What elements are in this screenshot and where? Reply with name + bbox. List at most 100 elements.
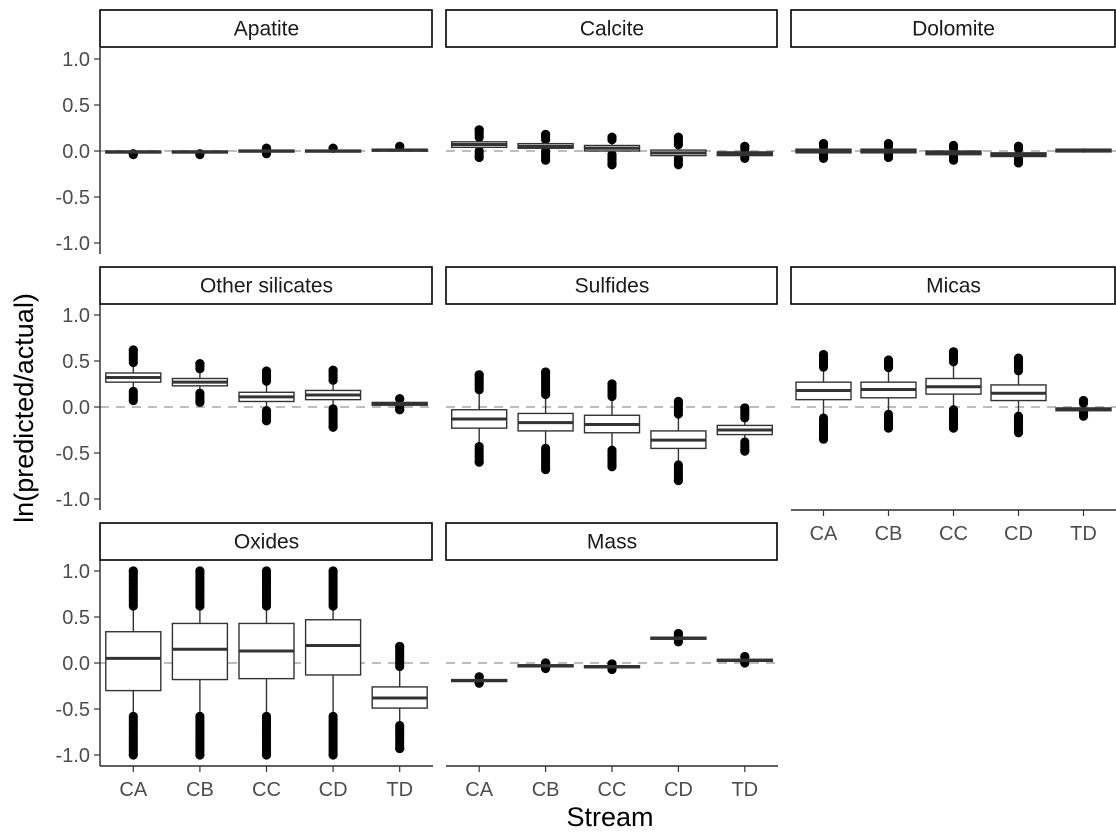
- facet-strip-micas: [790, 266, 1116, 305]
- facet-strip-other-silicates: [99, 266, 433, 305]
- box-micas-cc: [925, 347, 982, 433]
- box-iqr: [304, 619, 362, 676]
- outlier-point: [1013, 366, 1024, 376]
- outlier-point: [948, 423, 959, 433]
- outlier-point: [1078, 411, 1089, 421]
- outlier-point: [474, 385, 484, 395]
- outlier-point: [128, 395, 138, 406]
- box-mass-cd: [650, 628, 707, 647]
- outlier-point: [261, 376, 272, 386]
- outlier-point: [673, 132, 684, 142]
- y-tick-label: 1.0: [62, 305, 90, 327]
- outlier-point: [607, 132, 617, 142]
- facet-strip-dolomite: [790, 9, 1116, 48]
- outlier-point: [948, 357, 959, 367]
- box-micas-cb: [860, 355, 917, 433]
- box-dolomite-td: [1055, 148, 1112, 153]
- outlier-point: [673, 396, 684, 407]
- facet-strip-apatite: [99, 9, 433, 48]
- y-tick-label: -1.0: [56, 233, 90, 255]
- outlier-point: [673, 409, 684, 419]
- outlier-point: [541, 389, 551, 400]
- box-oxides-ca: [105, 566, 162, 760]
- outlier-point: [328, 375, 338, 385]
- x-tick-label-td: TD: [386, 779, 413, 801]
- facet-label-apatite: Apatite: [234, 18, 299, 41]
- panel-other-silicates: Other silicates 1.0 0.5 0.0 -0.5 -1.0: [56, 266, 433, 511]
- outlier-point: [261, 366, 272, 376]
- box-sulfides-ca: [451, 370, 508, 467]
- outlier-point: [673, 140, 684, 150]
- x-tick-label-cc: CC: [252, 779, 281, 801]
- outlier-point: [128, 601, 138, 611]
- outlier-point: [883, 355, 894, 365]
- outlier-point: [474, 152, 484, 163]
- outlier-point: [607, 160, 617, 170]
- y-tick-label: -0.5: [56, 187, 90, 209]
- y-tick-label: 0.0: [62, 653, 90, 675]
- facet-strip-mass: [445, 522, 778, 561]
- box-micas-cd: [990, 353, 1047, 438]
- outlier-point: [541, 367, 551, 377]
- y-tick-label: 0.0: [62, 397, 90, 419]
- x-tick-label-cc: CC: [598, 779, 627, 801]
- outlier-point: [261, 416, 272, 426]
- outlier-point: [818, 139, 829, 149]
- box-dolomite-cd: [990, 141, 1047, 168]
- x-tick-label-cd: CD: [664, 779, 693, 801]
- outlier-point: [673, 476, 684, 486]
- outlier-point: [395, 661, 405, 672]
- box-apatite-cd: [304, 143, 362, 153]
- outlier-point: [195, 566, 205, 576]
- y-tick-label: -0.5: [56, 699, 90, 721]
- outlier-point: [1013, 158, 1024, 168]
- x-tick-label-ca: CA: [119, 779, 147, 801]
- x-tick-label-cd: CD: [1004, 523, 1033, 545]
- box-other-silicates-cb: [171, 359, 229, 407]
- y-tick-label: 0.0: [62, 141, 90, 163]
- box-oxides-cd: [304, 566, 362, 760]
- box-calcite-ca: [451, 125, 508, 163]
- outlier-point: [261, 566, 272, 576]
- outlier-point: [948, 140, 959, 151]
- panel-dolomite: Dolomite: [790, 9, 1116, 168]
- x-tick-label-ca: CA: [810, 523, 838, 545]
- outlier-point: [328, 750, 338, 760]
- x-tick-label-cd: CD: [319, 779, 348, 801]
- outlier-point: [1013, 141, 1024, 151]
- x-tick-label-td: TD: [731, 779, 758, 801]
- outlier-point: [948, 155, 959, 165]
- y-tick-label: 0.5: [62, 607, 90, 629]
- facet-label-calcite: Calcite: [580, 18, 644, 41]
- outlier-point: [395, 743, 405, 754]
- outlier-point: [883, 362, 894, 373]
- outlier-point: [474, 125, 484, 135]
- outlier-point: [195, 359, 205, 369]
- panel-apatite: Apatite 1.0 0.5 0.0 -0.5 -1.0: [56, 9, 433, 255]
- facet-label-other-silicates: Other silicates: [200, 275, 333, 298]
- outlier-point: [883, 139, 894, 149]
- box-dolomite-ca: [795, 139, 852, 163]
- outlier-point: [474, 370, 484, 380]
- outlier-point: [1013, 428, 1024, 438]
- box-apatite-td: [371, 141, 428, 152]
- box-dolomite-cc: [925, 140, 982, 165]
- facet-label-micas: Micas: [926, 275, 981, 298]
- outlier-point: [818, 349, 829, 360]
- outlier-point: [395, 394, 405, 404]
- outlier-point: [395, 641, 405, 652]
- box-oxides-td: [371, 641, 428, 754]
- facet-label-mass: Mass: [587, 531, 637, 554]
- x-tick-label-cb: CB: [186, 779, 214, 801]
- y-tick-label: -0.5: [56, 443, 90, 465]
- box-micas-ca: [795, 349, 852, 444]
- box-calcite-cd: [650, 132, 707, 170]
- box-calcite-cc: [583, 132, 641, 170]
- outlier-point: [541, 129, 551, 140]
- outlier-point: [673, 160, 684, 170]
- box-micas-td: [1055, 395, 1112, 421]
- box-apatite-cc: [238, 143, 295, 159]
- y-tick-label: -1.0: [56, 745, 90, 767]
- outlier-point: [818, 153, 829, 163]
